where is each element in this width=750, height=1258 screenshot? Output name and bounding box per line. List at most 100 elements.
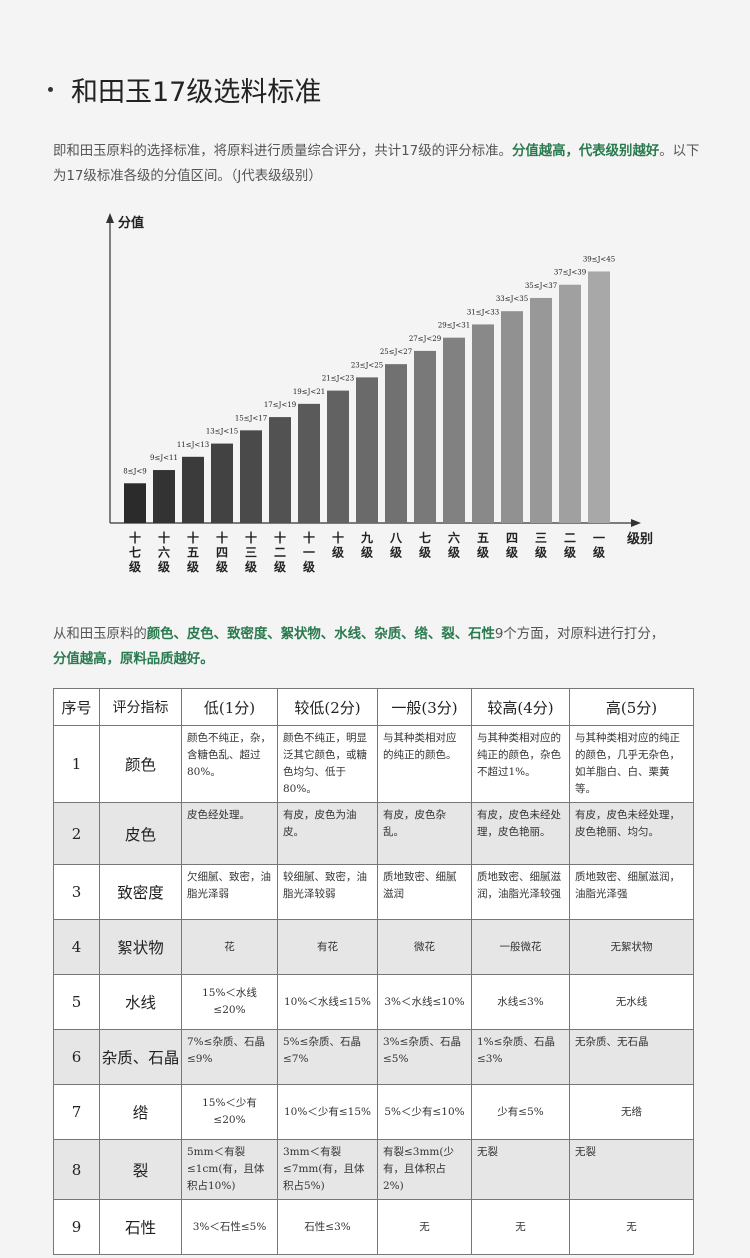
score-cell: 欠细腻、致密，油脂光泽弱: [181, 864, 278, 920]
row-indicator: 致密度: [99, 864, 182, 920]
score-cell: 有皮，皮色杂乱。: [377, 802, 472, 865]
x-tick-label: 十六级: [158, 530, 170, 574]
bar-range-label: 11≤J<13: [177, 441, 209, 449]
score-cell: 3%＜水线≤10%: [377, 974, 472, 1030]
table-row: 2 皮色 皮色经处理。 有皮，皮色为油皮。 有皮，皮色杂乱。 有皮，皮色未经处理，皮色艳丽…: [53, 802, 694, 865]
header-higher: 较高(4分): [471, 688, 570, 726]
x-tick-label: 十五级: [187, 530, 199, 574]
bar: [443, 337, 465, 523]
bar-range-label: 33≤J<35: [496, 295, 528, 303]
page-title: 和田玉17级选料标准: [71, 77, 322, 108]
section-title-row: 和田玉17级选料标准: [48, 70, 321, 109]
bar-range-label: 15≤J<17: [235, 414, 267, 422]
score-cell: 较细腻、致密，油脂光泽较弱: [277, 864, 378, 920]
bar-range-label: 8≤J<9: [123, 467, 146, 475]
bar: [269, 417, 291, 523]
table-row: 4 絮状物花有花 微花 一般微花 无絮状物: [53, 919, 694, 975]
score-cell: 无绺: [569, 1084, 694, 1140]
x-axis-label: 级别: [627, 531, 653, 547]
row-indicator: 杂质、石晶: [99, 1029, 182, 1085]
x-tick-label: 八级: [389, 531, 403, 560]
row-index: 7: [53, 1084, 100, 1140]
row-indicator: 石性: [99, 1199, 182, 1255]
criteria-lead: 从和田玉原料的: [53, 627, 147, 642]
score-cell: 一般微花: [471, 919, 570, 975]
row-indicator: 絮状物: [99, 919, 182, 975]
bar-range-label: 37≤J<39: [554, 269, 586, 277]
score-cell: 1%≤杂质、石晶≤3%: [471, 1029, 570, 1085]
score-cell: 颜色不纯正，明显泛其它颜色，或糖色均匀、低于80%。: [277, 725, 378, 803]
score-cell: 3%≤杂质、石晶≤5%: [377, 1029, 472, 1085]
bar: [588, 271, 610, 523]
score-cell: 无水线: [569, 974, 694, 1030]
bar: [356, 377, 378, 523]
bar-range-label: 23≤J<25: [351, 361, 383, 369]
score-cell: 无絮状物: [569, 919, 694, 975]
x-tick-label: 十二级: [274, 530, 286, 574]
x-tick-label: 十级: [332, 530, 344, 560]
score-cell: 有裂≤3mm(少有，且体积占2%): [377, 1139, 472, 1200]
row-index: 9: [53, 1199, 100, 1255]
bar: [211, 443, 233, 523]
x-tick-label: 五级: [477, 531, 489, 560]
bar: [298, 403, 320, 523]
bar: [182, 456, 204, 523]
bar: [414, 350, 436, 523]
scoring-table: 序号 评分指标 低(1分) 较低(2分) 一般(3分) 较高(4分) 高(5分)…: [53, 688, 694, 1255]
score-cell: 皮色经处理。: [181, 802, 278, 865]
criteria-highlight: 颜色、皮色、致密度、絮状物、水线、杂质、绺、裂、石性: [146, 627, 495, 642]
x-tick-label: 七级: [419, 531, 431, 560]
criteria-tail: 9个方面，对原料进行打分，: [494, 627, 665, 642]
x-tick-label: 九级: [360, 530, 373, 560]
table-header-row: 序号 评分指标 低(1分) 较低(2分) 一般(3分) 较高(4分) 高(5分): [53, 688, 694, 726]
x-tick-label: 十一级: [303, 530, 315, 574]
score-cell: 5mm＜有裂≤1cm(有，且体积占10%): [181, 1139, 278, 1200]
score-cell: 10%＜水线≤15%: [277, 974, 378, 1030]
bar-range-label: 21≤J<23: [322, 375, 354, 383]
score-cell: 少有≤5%: [471, 1084, 570, 1140]
row-index: 2: [53, 802, 100, 865]
score-cell: 15%＜水线≤20%: [181, 974, 278, 1030]
y-axis-arrow-icon: [106, 213, 114, 223]
header-high: 高(5分): [569, 688, 694, 726]
table-row: 9 石性 3%＜石性≤5% 石性≤3% 无无无: [53, 1199, 694, 1255]
score-cell: 7%≤杂质、石晶≤9%: [181, 1029, 278, 1085]
bullet-icon: [48, 87, 53, 92]
score-cell: 质地致密、细腻滋润: [377, 864, 472, 920]
score-cell: 微花: [377, 919, 472, 975]
score-cell: 5%≤杂质、石晶≤7%: [277, 1029, 378, 1085]
bar: [240, 430, 262, 523]
intro-text: 即和田玉原料的选择标准，将原料进行质量综合评分，共计17级的评分标准。: [53, 144, 512, 159]
header-lower: 较低(2分): [277, 688, 378, 726]
row-index: 8: [53, 1139, 100, 1200]
row-indicator: 皮色: [99, 802, 182, 865]
score-cell: 有皮，皮色未经处理，皮色艳丽、均匀。: [569, 802, 694, 865]
score-cell: 15%＜少有≤20%: [181, 1084, 278, 1140]
score-cell: 花: [181, 919, 278, 975]
score-cell: 无: [377, 1199, 472, 1255]
intro-highlight: 分值越高，代表级别越好: [511, 144, 660, 159]
bar-range-label: 19≤J<21: [293, 388, 325, 396]
row-indicator: 颜色: [99, 725, 182, 803]
table-row: 8 裂 5mm＜有裂≤1cm(有，且体积占10%) 3mm＜有裂≤7mm(有，且体积占…: [53, 1139, 694, 1200]
score-cell: 石性≤3%: [277, 1199, 378, 1255]
score-cell: 与其种类相对应的纯正的颜色。: [377, 725, 472, 803]
table-row: 5 水线 15%＜水线≤20% 10%＜水线≤15% 3%＜水线≤10% 水线≤3% 无水线: [53, 974, 694, 1030]
bar-range-label: 31≤J<33: [467, 308, 499, 316]
row-index: 4: [53, 919, 100, 975]
criteria-paragraph: 从和田玉原料的颜色、皮色、致密度、絮状物、水线、杂质、绺、裂、石性9个方面，对原…: [53, 622, 703, 672]
score-cell: 水线≤3%: [471, 974, 570, 1030]
row-index: 1: [53, 725, 100, 803]
score-cell: 颜色不纯正，杂，含糖色乱、超过80%。: [181, 725, 278, 803]
score-cell: 无: [471, 1199, 570, 1255]
bar: [327, 390, 349, 523]
row-index: 3: [53, 864, 100, 920]
score-cell: 无: [569, 1199, 694, 1255]
score-cell: 3%＜石性≤5%: [181, 1199, 278, 1255]
row-indicator: 水线: [99, 974, 182, 1030]
x-tick-label: 二级: [564, 531, 576, 560]
bar-range-label: 39≤J<45: [583, 255, 615, 263]
score-cell: 无裂: [471, 1139, 570, 1200]
x-tick-label: 六级: [448, 530, 460, 560]
